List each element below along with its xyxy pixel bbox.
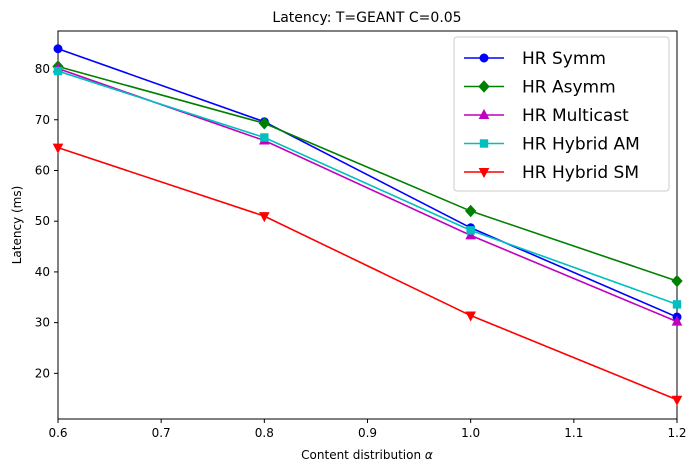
chart-title: Latency: T=GEANT C=0.05 (272, 10, 461, 26)
series-hr-hybrid-am (53, 66, 682, 309)
data-point (465, 229, 476, 240)
y-tick-label: 60 (35, 163, 50, 177)
data-point (258, 117, 271, 130)
data-point (671, 315, 683, 326)
legend-marker (479, 139, 489, 148)
y-tick-label: 40 (35, 265, 50, 279)
legend-item: HR Multicast (464, 106, 629, 126)
legend-label: HR Hybrid SM (522, 163, 639, 183)
legend-label: HR Hybrid AM (522, 135, 640, 155)
data-point (672, 300, 682, 309)
x-tick-label: 0.6 (48, 426, 67, 440)
legend: HR Symm HR Asymm HR Multicast HR Hybrid AM H… (453, 36, 670, 192)
x-axis-label-symbol: α (425, 448, 433, 462)
y-tick-label: 70 (35, 113, 50, 127)
legend-label: HR Multicast (522, 106, 629, 126)
x-axis-label-text: Content distribution (301, 448, 421, 462)
data-point (464, 204, 477, 218)
legend-marker (478, 168, 490, 179)
y-axis: 20 30 40 50 60 70 80 (35, 62, 58, 380)
data-point (52, 143, 64, 154)
legend-item: HR Hybrid SM (464, 163, 639, 183)
data-point (259, 212, 270, 223)
y-tick-label: 20 (35, 366, 50, 380)
legend-marker (478, 80, 490, 93)
legend-label: HR Asymm (522, 78, 616, 98)
data-point (465, 311, 476, 322)
series-line (57, 70, 678, 306)
x-axis: 0.6 0.7 0.8 0.9 1.0 1.1 1.2 (48, 419, 687, 440)
legend-item: HR Symm (464, 49, 606, 69)
series-line (57, 65, 678, 282)
series-line (57, 47, 678, 318)
data-point (671, 395, 683, 406)
data-point (671, 274, 683, 288)
legend-marker (478, 108, 490, 119)
legend-box (453, 36, 670, 192)
data-point (466, 226, 475, 235)
x-tick-label: 0.9 (358, 426, 377, 440)
y-tick-label: 50 (35, 214, 50, 228)
series-layer (52, 44, 683, 406)
y-tick-label: 30 (35, 316, 50, 330)
legend-marker (479, 53, 489, 63)
legend-item: HR Hybrid AM (464, 135, 640, 155)
legend-item: HR Asymm (464, 78, 616, 98)
x-tick-label: 0.7 (152, 426, 171, 440)
x-tick-label: 1.0 (461, 426, 480, 440)
data-point (53, 44, 63, 54)
x-tick-label: 1.1 (564, 426, 583, 440)
x-axis-label: Content distribution α (301, 448, 433, 462)
x-tick-label: 1.2 (667, 426, 686, 440)
x-tick-label: 0.8 (255, 426, 274, 440)
y-tick-label: 80 (35, 62, 50, 76)
legend-label: HR Symm (522, 49, 606, 69)
y-axis-label: Latency (ms) (10, 186, 24, 265)
data-point (260, 133, 269, 142)
series-line (57, 146, 678, 401)
series-hr-hybrid-sm (52, 143, 683, 406)
data-point (53, 66, 63, 76)
